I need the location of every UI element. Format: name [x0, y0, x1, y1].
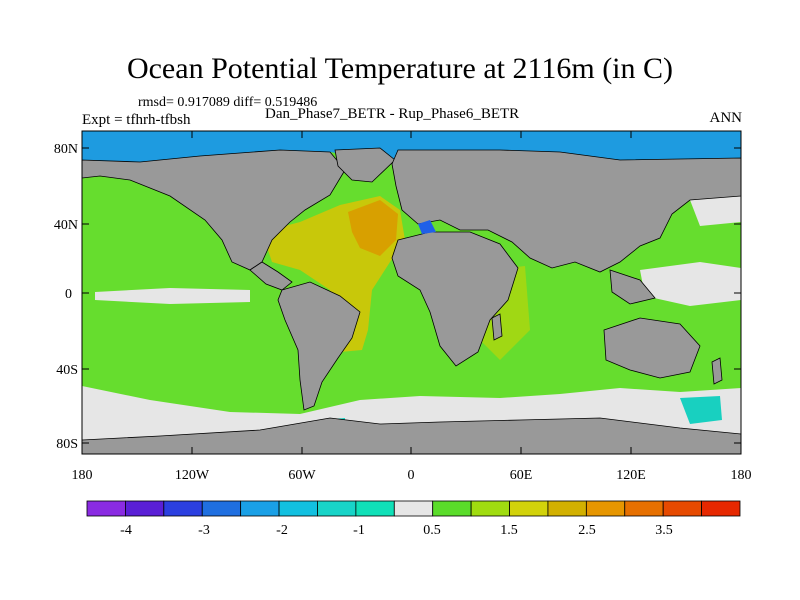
land-masses [82, 147, 741, 454]
colorbar-box-6 [317, 500, 357, 517]
colorbar [86, 500, 741, 517]
lat-tick-0: 0 [65, 287, 72, 302]
colorbar-label-3: -1 [353, 523, 365, 538]
colorbar-label-6: 2.5 [578, 523, 596, 538]
nz-patch-equatorial-pacific [95, 288, 250, 304]
lon-tick-0: 0 [408, 468, 415, 483]
lon-tick-60w: 60W [288, 468, 316, 483]
lon-tick-180e: 180 [731, 468, 752, 483]
lon-tick-60e: 60E [510, 468, 533, 483]
expt-label: Expt = tfhrh-tfbsh [82, 112, 191, 128]
stats-label: rmsd= 0.917089 diff= 0.519486 [138, 95, 318, 110]
colorbar-box-0 [86, 500, 126, 517]
colorbar-label-5: 1.5 [500, 523, 518, 538]
colorbar-box-1 [125, 500, 165, 517]
colorbar-box-11 [509, 500, 549, 517]
colorbar-box-9 [432, 500, 472, 517]
lat-tick-40s: 40S [56, 363, 78, 378]
nz-patch-west-pacific [640, 262, 741, 306]
season-label: ANN [709, 110, 743, 126]
colorbar-box-8 [393, 500, 434, 517]
colorbar-box-15 [662, 500, 702, 517]
lat-tick-40n: 40N [54, 218, 78, 233]
colorbar-box-16 [701, 500, 741, 517]
nz-patch-north-pacific [690, 196, 741, 226]
colorbar-label-2: -2 [276, 523, 288, 538]
colorbar-label-4: 0.5 [423, 523, 441, 538]
cyan-patch-south [680, 396, 722, 424]
colorbar-box-5 [278, 500, 318, 517]
colorbar-label-1: -3 [198, 523, 210, 538]
colorbar-box-4 [240, 500, 280, 517]
page-title: Ocean Potential Temperature at 2116m (in… [126, 52, 674, 85]
lat-tick-80s: 80S [56, 437, 78, 452]
colorbar-box-12 [547, 500, 587, 517]
colorbar-box-10 [470, 500, 510, 517]
axis-ticks [81, 131, 742, 454]
lat-tick-80n: 80N [54, 142, 78, 157]
colorbar-box-14 [624, 500, 664, 517]
lon-tick-180w: 180 [72, 468, 93, 483]
lon-tick-120w: 120W [175, 468, 210, 483]
colorbar-box-13 [585, 500, 626, 517]
mediterranean-cold-spot [418, 220, 436, 234]
colorbar-box-2 [163, 500, 203, 517]
colorbar-label-0: -4 [120, 523, 132, 538]
lon-tick-120e: 120E [616, 468, 646, 483]
colorbar-box-7 [355, 500, 395, 517]
arctic-region [82, 131, 741, 162]
atlantic-hot-region [348, 200, 398, 256]
colorbar-label-7: 3.5 [655, 523, 673, 538]
colorbar-box-3 [201, 500, 242, 517]
case-label: Dan_Phase7_BETR - Rup_Phase6_BETR [265, 106, 520, 122]
